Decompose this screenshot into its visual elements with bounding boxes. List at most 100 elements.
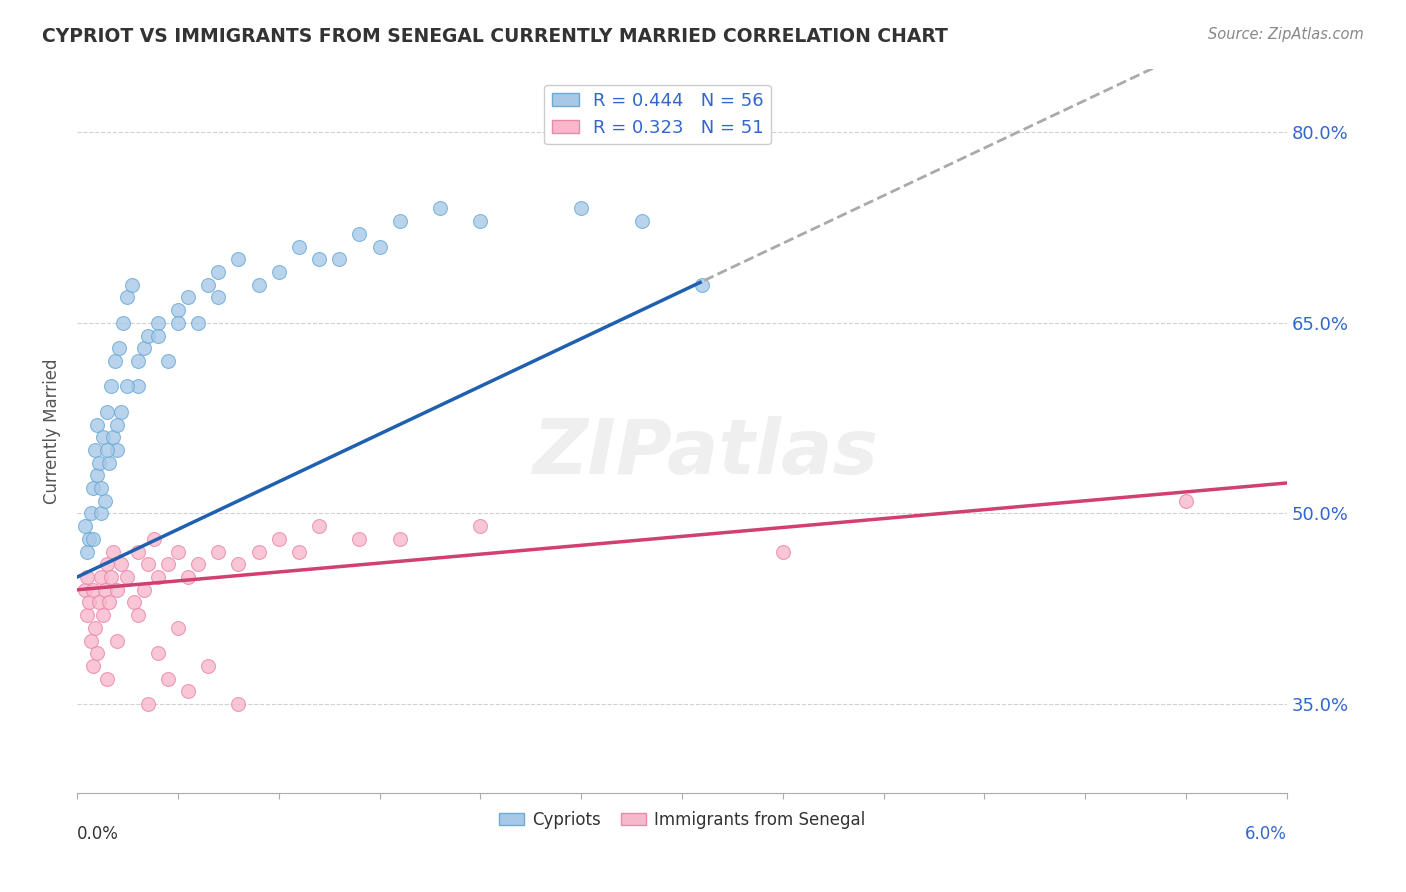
Point <box>107 582 129 597</box>
Point <box>110 405 132 419</box>
Point <box>80 633 103 648</box>
Point <box>470 214 492 228</box>
Point <box>288 239 311 253</box>
Point <box>349 227 371 241</box>
Point <box>772 544 794 558</box>
Point <box>82 582 104 597</box>
Point <box>112 316 135 330</box>
Point <box>108 341 131 355</box>
Point <box>90 507 112 521</box>
Point <box>328 252 350 267</box>
Point <box>146 646 169 660</box>
Point <box>76 608 98 623</box>
Point <box>107 417 129 432</box>
Point <box>132 341 155 355</box>
Point <box>80 507 103 521</box>
Point <box>127 354 149 368</box>
Point <box>247 277 270 292</box>
Point <box>90 570 112 584</box>
Point <box>197 277 219 292</box>
Point <box>98 595 121 609</box>
Point <box>86 468 108 483</box>
Point <box>177 290 200 304</box>
Legend: Cypriots, Immigrants from Senegal: Cypriots, Immigrants from Senegal <box>492 805 872 836</box>
Point <box>122 595 145 609</box>
Point <box>103 544 125 558</box>
Point <box>569 202 592 216</box>
Point <box>100 570 122 584</box>
Point <box>429 202 451 216</box>
Y-axis label: Currently Married: Currently Married <box>44 358 60 504</box>
Point <box>177 570 200 584</box>
Text: Source: ZipAtlas.com: Source: ZipAtlas.com <box>1208 27 1364 42</box>
Point <box>127 608 149 623</box>
Point <box>267 532 290 546</box>
Point <box>349 532 371 546</box>
Point <box>156 558 179 572</box>
Point <box>288 544 311 558</box>
Point <box>136 697 159 711</box>
Point <box>89 595 111 609</box>
Point <box>167 544 190 558</box>
Point <box>187 558 209 572</box>
Point <box>98 456 121 470</box>
Point <box>110 558 132 572</box>
Point <box>96 558 118 572</box>
Point <box>690 277 713 292</box>
Point <box>132 582 155 597</box>
Point <box>156 354 179 368</box>
Point <box>94 582 117 597</box>
Point <box>470 519 492 533</box>
Point <box>267 265 290 279</box>
Point <box>228 252 250 267</box>
Point <box>75 519 97 533</box>
Point <box>100 379 122 393</box>
Point <box>86 417 108 432</box>
Point <box>228 697 250 711</box>
Point <box>127 379 149 393</box>
Point <box>91 430 114 444</box>
Point <box>82 532 104 546</box>
Point <box>103 430 125 444</box>
Point <box>75 582 97 597</box>
Point <box>207 290 229 304</box>
Point <box>187 316 209 330</box>
Point <box>146 328 169 343</box>
Point <box>117 290 139 304</box>
Point <box>1175 493 1198 508</box>
Point <box>207 544 229 558</box>
Point <box>82 659 104 673</box>
Point <box>167 303 190 318</box>
Point <box>117 570 139 584</box>
Point <box>107 442 129 457</box>
Text: CYPRIOT VS IMMIGRANTS FROM SENEGAL CURRENTLY MARRIED CORRELATION CHART: CYPRIOT VS IMMIGRANTS FROM SENEGAL CURRE… <box>42 27 948 45</box>
Point <box>86 646 108 660</box>
Point <box>82 481 104 495</box>
Point <box>630 214 652 228</box>
Point <box>77 532 100 546</box>
Point <box>117 379 139 393</box>
Point <box>308 519 330 533</box>
Point <box>89 456 111 470</box>
Point <box>84 442 107 457</box>
Text: 6.0%: 6.0% <box>1244 825 1286 843</box>
Point <box>142 532 165 546</box>
Point <box>308 252 330 267</box>
Point <box>207 265 229 279</box>
Point <box>96 672 118 686</box>
Point <box>127 544 149 558</box>
Point <box>94 493 117 508</box>
Point <box>197 659 219 673</box>
Point <box>167 316 190 330</box>
Point <box>136 328 159 343</box>
Point <box>388 532 411 546</box>
Point <box>96 405 118 419</box>
Point <box>368 239 391 253</box>
Point <box>388 214 411 228</box>
Point <box>76 570 98 584</box>
Point <box>136 558 159 572</box>
Point <box>84 621 107 635</box>
Point <box>77 595 100 609</box>
Point <box>76 544 98 558</box>
Point <box>228 558 250 572</box>
